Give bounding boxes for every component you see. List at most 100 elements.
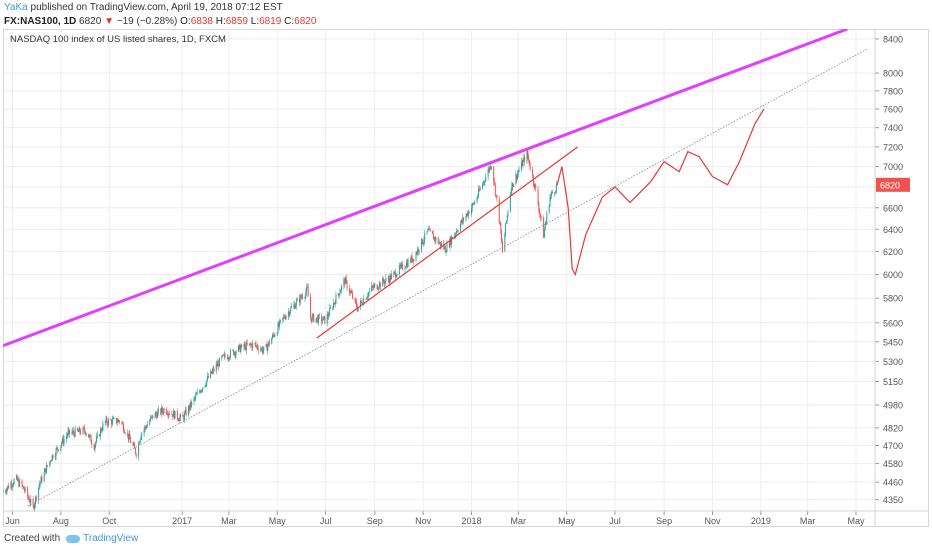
candle-body [316, 317, 318, 319]
candle-body [526, 150, 528, 162]
candle-body [71, 432, 73, 434]
candle-body [340, 285, 342, 291]
candle-body [195, 394, 197, 396]
candle-body [440, 242, 442, 247]
candle-body [355, 299, 357, 303]
x-tick-label: Jul [609, 516, 621, 526]
candle-body [298, 298, 300, 303]
candles-layer [2, 147, 558, 512]
candle-body [543, 217, 545, 238]
candle-body [133, 444, 135, 446]
candle-body [207, 376, 209, 378]
candle-body [396, 274, 398, 277]
candle-body [489, 166, 491, 171]
candle-body [143, 429, 145, 434]
candle-body [99, 434, 101, 437]
candle-body [119, 421, 121, 423]
candle-body [555, 191, 557, 193]
candle-body [79, 427, 81, 433]
chart-title: NASDAQ 100 index of US listed shares, 1D… [10, 34, 226, 45]
candle-body [207, 376, 209, 381]
x-tick-label: Nov [415, 516, 432, 526]
candle-body [166, 413, 168, 415]
candle-body [32, 498, 34, 506]
candle-body [512, 182, 514, 188]
candle-body [161, 407, 163, 412]
chart-header: YaKa published on TradingView.com, April… [4, 2, 316, 28]
close-label: C: [284, 16, 295, 27]
candle-body [339, 292, 341, 296]
candle-body [344, 278, 346, 284]
candle-body [121, 422, 123, 424]
candle-body [178, 420, 180, 421]
candle-body [401, 263, 403, 265]
candle-body [367, 296, 369, 298]
candle-body [505, 223, 507, 234]
lower-dotted-trendline [27, 48, 868, 507]
candle-body [543, 229, 545, 238]
candle-body [265, 344, 267, 347]
candle-body [471, 207, 473, 214]
candle-body [110, 419, 112, 421]
candle-body [305, 291, 307, 297]
candle-body [518, 170, 520, 172]
y-tick-label: 6600 [883, 203, 903, 213]
candle-body [550, 195, 552, 198]
candle-body [179, 417, 181, 421]
candle-body [439, 242, 441, 243]
last-price: 6820 [79, 16, 102, 27]
candle-body [111, 419, 113, 425]
candle-body [60, 445, 62, 451]
last-price-badge-label: 6820 [880, 180, 900, 190]
candle-body [167, 413, 169, 416]
candle-body [273, 335, 275, 337]
price-chart[interactable]: 4350 4460 4580 4700 4820 4980 5150 5300 5450 5600… [2, 27, 929, 527]
tradingview-link[interactable]: TradingView [66, 533, 138, 544]
candle-body [118, 419, 120, 422]
candle-body [217, 362, 219, 367]
candle-body [140, 436, 142, 440]
candle-body [5, 491, 7, 493]
candle-body [445, 251, 447, 253]
candle-body [398, 265, 400, 275]
y-tick-label: 5800 [883, 294, 903, 304]
candle-body [65, 436, 67, 440]
candle-body [300, 295, 302, 298]
candle-body [285, 315, 287, 319]
candle-body [487, 169, 489, 177]
author-name[interactable]: YaKa [4, 2, 28, 13]
candle-body [288, 311, 290, 316]
candle-body [51, 455, 53, 461]
candle-body [224, 354, 226, 358]
candle-body [374, 284, 376, 286]
candle-body [495, 194, 497, 196]
candle-body [139, 439, 141, 444]
x-tick-label: Jun [5, 516, 20, 526]
candle-body [302, 296, 304, 299]
candle-body [266, 344, 268, 351]
candle-body [334, 302, 336, 305]
candle-body [144, 426, 146, 430]
candle-body [100, 429, 102, 437]
y-tick-label: 4580 [883, 459, 903, 469]
candle-body [263, 346, 265, 351]
candle-body [12, 485, 14, 487]
candle-body [218, 362, 220, 367]
candle-body [230, 350, 232, 358]
candle-body [400, 264, 402, 267]
candle-body [2, 491, 4, 493]
candle-body [72, 430, 74, 433]
candle-body [461, 220, 463, 222]
candle-body [95, 441, 97, 445]
candle-body [172, 414, 174, 417]
chart-frame[interactable]: 4350 4460 4580 4700 4820 4980 5150 5300 5450 5600… [2, 27, 929, 527]
candle-body [267, 345, 269, 351]
candle-body [188, 406, 190, 410]
candle-body [184, 409, 186, 414]
candle-body [496, 195, 498, 199]
low-label: L: [250, 16, 260, 27]
candle-body [234, 352, 236, 356]
candle-body [490, 166, 492, 169]
candle-body [429, 229, 431, 232]
candle-body [249, 343, 251, 345]
